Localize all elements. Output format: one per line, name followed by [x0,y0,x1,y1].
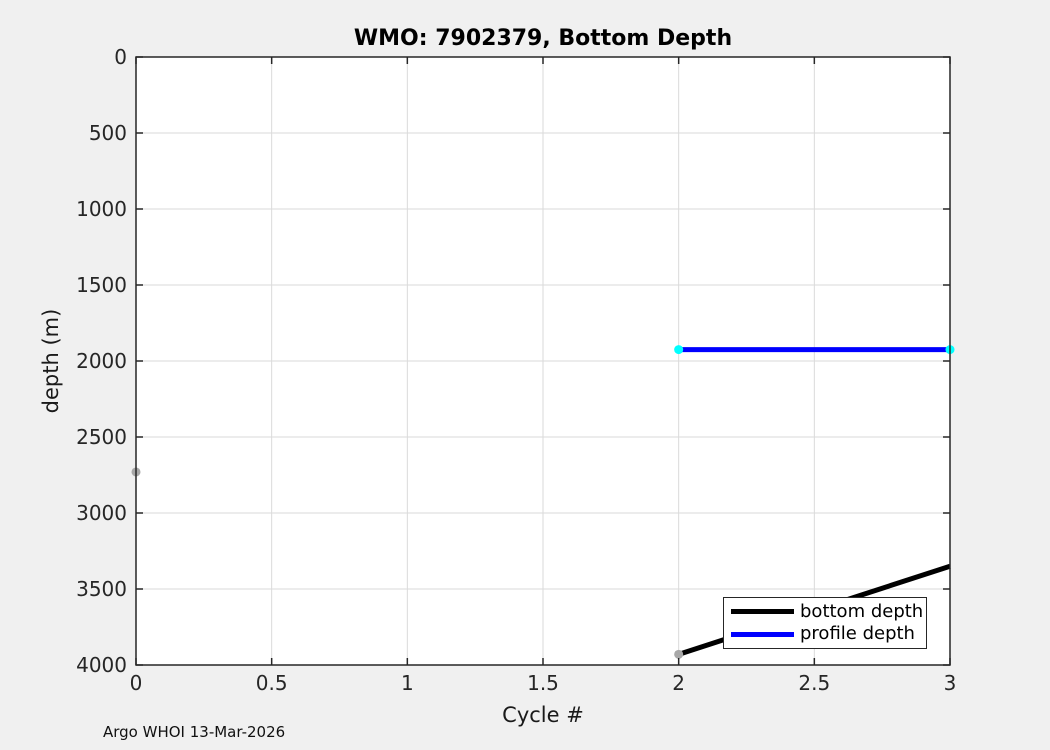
y-tick-label: 4000 [76,653,127,677]
legend: bottom depth profile depth [723,597,927,649]
x-tick-label: 1 [401,671,414,695]
x-tick-label: 1.5 [527,671,559,695]
x-tick-label: 3 [944,671,957,695]
plot-frame [135,56,951,666]
legend-entry-profile-depth: profile depth [731,625,926,643]
footer-text: Argo WHOI 13-Mar-2026 [103,723,286,741]
y-tick-label: 3500 [76,577,127,601]
y-tick-label: 3000 [76,501,127,525]
y-tick-label: 500 [89,121,127,145]
legend-entry-bottom-depth: bottom depth [731,600,926,622]
y-tick-label: 0 [114,45,127,69]
chart-title: WMO: 7902379, Bottom Depth [353,26,733,51]
y-tick-label: 1000 [76,197,127,221]
x-tick-label: 2 [672,671,685,695]
legend-swatch-profile-depth [731,631,794,637]
legend-swatch-bottom-depth [731,609,794,615]
y-axis-label: depth (m) [39,308,63,414]
gray-marker [674,649,684,659]
y-tick-label: 1500 [76,273,127,297]
x-tick-label: 0 [130,671,143,695]
legend-label-profile-depth: profile depth [800,623,915,645]
marker-profile-depth [674,345,684,355]
x-tick-label: 2.5 [798,671,830,695]
y-tick-label: 2000 [76,349,127,373]
y-tick-label: 2500 [76,425,127,449]
legend-label-bottom-depth: bottom depth [800,600,924,622]
x-tick-label: 0.5 [256,671,288,695]
x-axis-label: Cycle # [502,703,584,727]
